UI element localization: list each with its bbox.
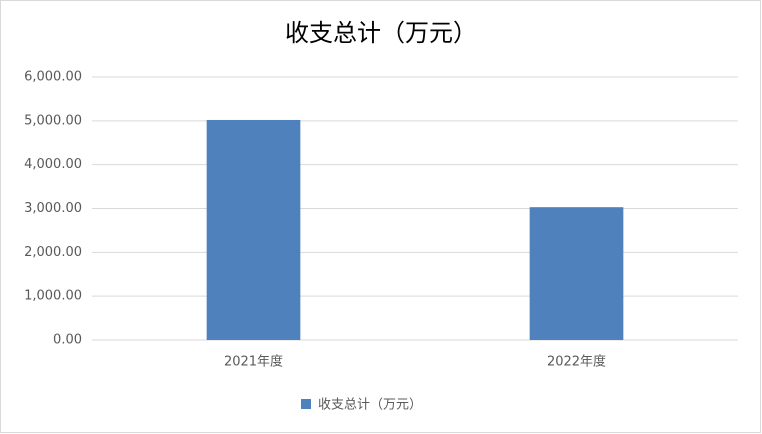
y-tick-label: 3,000.00: [24, 201, 82, 216]
y-tick-label: 0.00: [53, 333, 82, 348]
bar: [529, 207, 624, 340]
y-tick-label: 4,000.00: [24, 157, 82, 172]
bar: [206, 119, 301, 340]
y-tick-label: 5,000.00: [24, 113, 82, 128]
legend-label: 收支总计（万元）: [318, 398, 422, 413]
x-tick-label: 2021年度: [224, 354, 283, 370]
y-tick-label: 1,000.00: [24, 289, 82, 304]
chart-title: 收支总计（万元）: [285, 19, 477, 47]
legend-swatch: [301, 399, 311, 409]
x-tick-label: 2022年度: [547, 354, 606, 370]
y-tick-label: 2,000.00: [24, 245, 82, 260]
y-tick-label: 6,000.00: [24, 70, 82, 85]
